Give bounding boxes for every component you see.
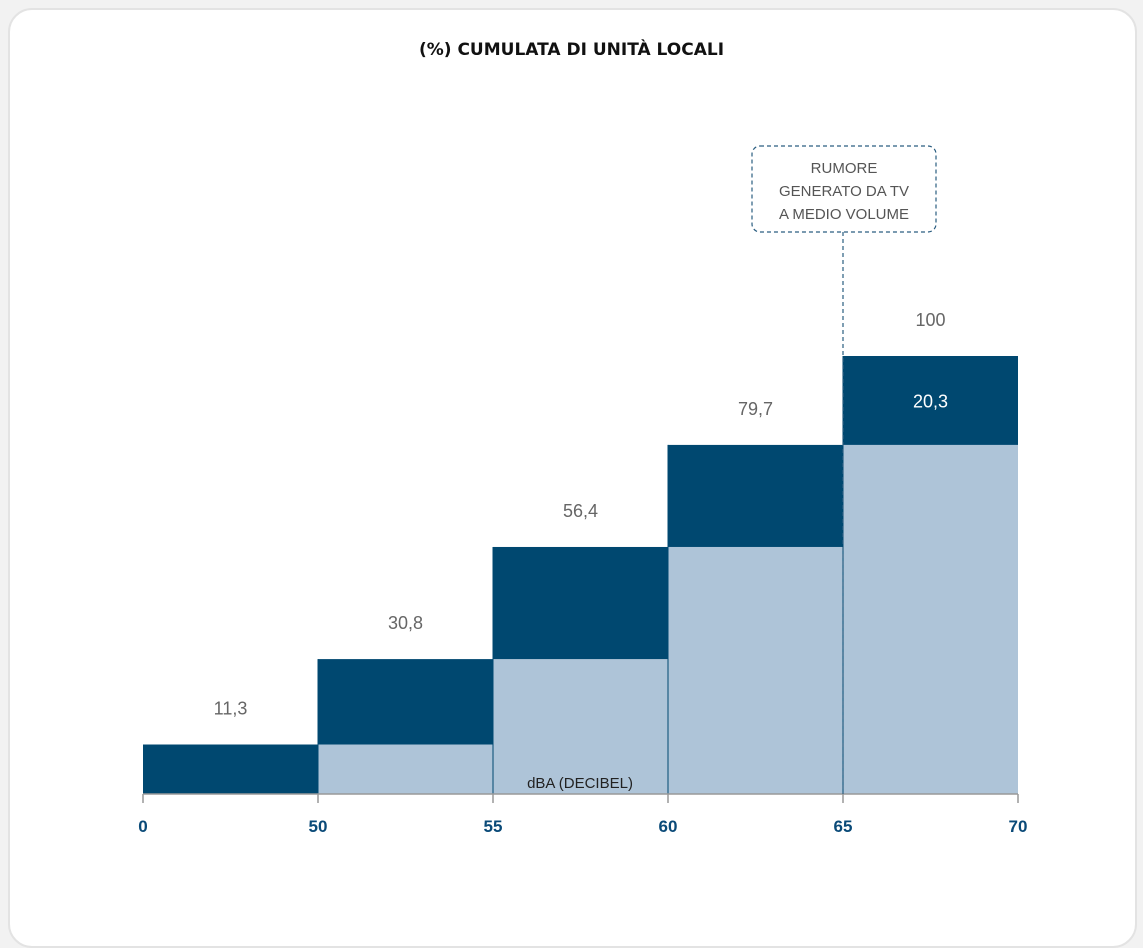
x-tick-label-0: 0 <box>138 817 147 836</box>
bar-base-4 <box>843 444 1018 794</box>
chart-title: (%) CUMULATA DI UNITÀ LOCALI <box>418 40 725 60</box>
bar-increment-0 <box>143 744 318 794</box>
x-axis-label: dBA (DECIBEL) <box>527 775 633 792</box>
bar-increment-4 <box>843 356 1018 445</box>
bar-base-3 <box>668 546 843 794</box>
x-tick-label-2: 55 <box>484 817 503 836</box>
value-label-1: 30,8 <box>388 613 423 633</box>
value-label-4: 100 <box>915 310 945 330</box>
annotation-box <box>751 145 937 233</box>
x-tick-label-5: 70 <box>1009 817 1028 836</box>
annotation-text-0: RUMORE <box>811 160 878 177</box>
x-tick-label-3: 60 <box>659 817 678 836</box>
annotation-text-2: A MEDIO VOLUME <box>779 206 909 223</box>
value-label-0: 11,3 <box>214 699 248 719</box>
bar-increment-3 <box>668 444 843 547</box>
bar-base-2 <box>493 659 668 794</box>
value-label-3: 79,7 <box>738 399 773 419</box>
annotation-text-1: GENERATO DA TV <box>779 183 909 200</box>
x-tick-label-4: 65 <box>834 817 853 836</box>
bar-increment-2 <box>493 546 668 660</box>
x-tick-label-1: 50 <box>309 817 328 836</box>
bar-base-1 <box>318 744 493 794</box>
bar-increment-1 <box>318 659 493 745</box>
inner-label-4: 20,3 <box>913 391 948 411</box>
value-label-2: 56,4 <box>563 501 598 521</box>
